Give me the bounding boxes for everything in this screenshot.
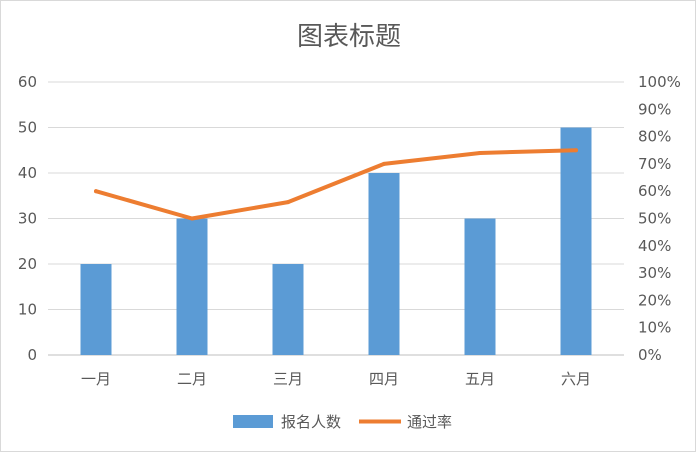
right-tick-label: 80% xyxy=(638,128,671,146)
right-tick-label: 30% xyxy=(638,264,671,282)
legend-label-bar: 报名人数 xyxy=(281,413,341,431)
x-tick-label: 一月 xyxy=(81,370,111,388)
left-tick-label: 20 xyxy=(18,255,37,273)
legend-swatch-bar xyxy=(233,415,273,428)
bar xyxy=(80,264,112,355)
x-axis-ticks: 一月 二月 三月 四月 五月 六月 xyxy=(81,370,591,388)
right-tick-label: 60% xyxy=(638,182,671,200)
x-tick-label: 四月 xyxy=(369,370,399,388)
left-tick-label: 0 xyxy=(27,346,37,364)
chart-title: 图表标题 xyxy=(297,22,401,52)
right-tick-label: 90% xyxy=(638,100,671,118)
right-axis-ticks: 0% 10% 20% 30% 40% 50% 60% 70% 80% 90% 100% xyxy=(638,73,681,364)
line-point xyxy=(94,189,98,194)
line-point xyxy=(382,161,386,166)
line-point xyxy=(286,200,290,205)
left-tick-label: 60 xyxy=(18,73,37,91)
line-point xyxy=(478,150,482,155)
right-tick-label: 70% xyxy=(638,155,671,173)
bar-series xyxy=(80,127,592,355)
bar xyxy=(368,173,400,355)
line-point xyxy=(190,216,194,221)
bar xyxy=(272,264,304,355)
left-tick-label: 40 xyxy=(18,164,37,182)
right-tick-label: 10% xyxy=(638,319,671,337)
bar xyxy=(176,218,208,355)
x-tick-label: 五月 xyxy=(465,370,495,388)
legend-label-line: 通过率 xyxy=(407,413,452,431)
right-tick-label: 20% xyxy=(638,291,671,309)
left-tick-label: 10 xyxy=(18,301,37,319)
line-point xyxy=(574,148,578,153)
line-path xyxy=(94,148,578,221)
left-tick-label: 50 xyxy=(18,119,37,137)
line-series xyxy=(94,148,578,221)
legend: 报名人数 通过率 xyxy=(233,413,452,431)
x-tick-label: 二月 xyxy=(177,370,207,388)
x-tick-label: 三月 xyxy=(273,370,303,388)
bar xyxy=(560,127,592,355)
x-tick-label: 六月 xyxy=(561,370,591,388)
bar xyxy=(464,218,496,355)
right-tick-label: 0% xyxy=(638,346,662,364)
right-tick-label: 100% xyxy=(638,73,681,91)
gridlines xyxy=(48,81,624,356)
left-tick-label: 30 xyxy=(18,210,37,228)
right-tick-label: 50% xyxy=(638,210,671,228)
right-tick-label: 40% xyxy=(638,237,671,255)
left-axis-ticks: 0 10 20 30 40 50 60 xyxy=(18,73,37,364)
